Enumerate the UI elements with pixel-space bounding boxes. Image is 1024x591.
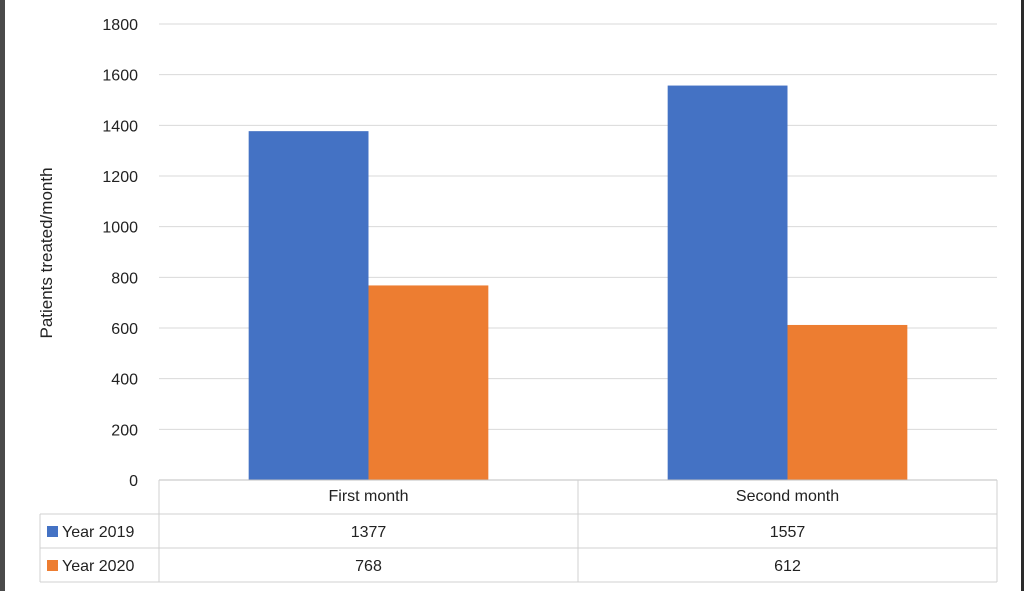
y-tick-label: 0 xyxy=(129,473,138,490)
legend-label: Year 2020 xyxy=(62,558,134,575)
bar xyxy=(248,131,369,480)
y-tick-label: 200 xyxy=(111,422,138,439)
data-label: 612 xyxy=(774,558,801,575)
data-table: First month Second month Year 2019 1377 1557… xyxy=(39,479,998,583)
y-tick-label: 1200 xyxy=(102,169,138,186)
bars xyxy=(248,85,908,480)
data-label: 1377 xyxy=(351,524,387,541)
bar xyxy=(368,285,489,480)
data-label: 768 xyxy=(355,558,382,575)
y-tick-label: 400 xyxy=(111,372,138,389)
y-tick-label: 800 xyxy=(111,270,138,287)
legend-label: Year 2019 xyxy=(62,524,134,541)
bar xyxy=(667,85,788,480)
category-label: First month xyxy=(328,488,408,505)
legend-swatch xyxy=(47,526,58,537)
y-tick-label: 1800 xyxy=(102,17,138,34)
y-axis-label: Patients treated/month xyxy=(37,167,56,338)
bar xyxy=(787,324,908,480)
y-tick-label: 600 xyxy=(111,321,138,338)
y-tick-label: 1600 xyxy=(102,68,138,85)
y-tick-label: 1400 xyxy=(102,118,138,135)
y-tick-label: 1000 xyxy=(102,220,138,237)
y-tick-labels: 0 200 400 600 800 1000 1200 1400 1600 1800 xyxy=(102,17,138,490)
legend-swatch xyxy=(47,560,58,571)
category-label: Second month xyxy=(736,488,839,505)
data-label: 1557 xyxy=(770,524,806,541)
